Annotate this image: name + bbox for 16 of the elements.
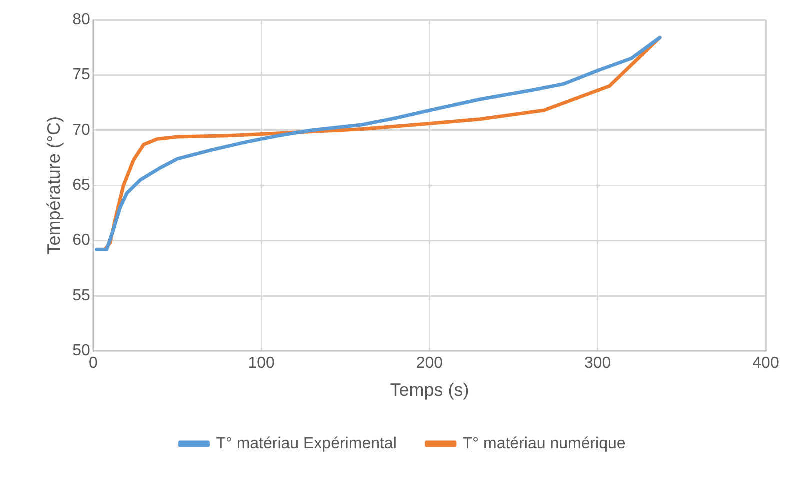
x-tick-label: 200 xyxy=(416,355,444,372)
y-tick-label: 75 xyxy=(72,66,90,84)
legend-label: T° matériau Expérimental xyxy=(216,435,397,452)
x-tick-label: 400 xyxy=(752,355,780,372)
y-axis-title: Température (°C) xyxy=(44,116,64,255)
x-axis-title: Temps (s) xyxy=(390,380,470,400)
y-tick-label: 50 xyxy=(72,342,90,360)
y-tick-label: 65 xyxy=(72,177,90,194)
legend-label: T° matériau numérique xyxy=(462,435,626,452)
x-tick-label: 100 xyxy=(248,355,275,372)
x-tick-label: 0 xyxy=(88,355,98,372)
y-tick-label: 70 xyxy=(72,122,90,139)
y-tick-label: 55 xyxy=(72,287,90,304)
x-tick-label: 300 xyxy=(584,355,612,372)
y-tick-label: 80 xyxy=(72,11,90,28)
y-tick-label: 60 xyxy=(72,232,90,250)
